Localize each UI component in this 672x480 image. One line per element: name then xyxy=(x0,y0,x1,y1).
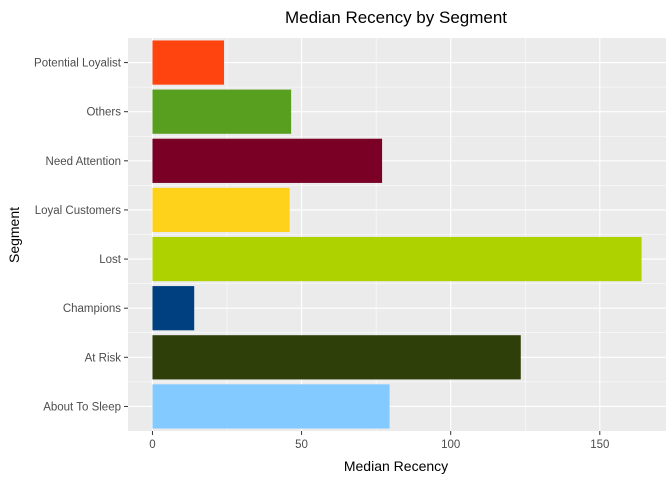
bar-at-risk xyxy=(152,335,521,380)
y-tick-label: Potential Loyalist xyxy=(34,58,122,70)
bar-about-to-sleep xyxy=(152,384,390,429)
y-tick-label: Champions xyxy=(63,303,121,315)
bar-lost xyxy=(152,236,642,282)
chart-title: Median Recency by Segment xyxy=(285,8,507,27)
y-axis-ticks: About To Sleep At Risk Champions Lost Loyal … xyxy=(34,58,128,413)
bars xyxy=(152,40,642,429)
y-tick-label: Others xyxy=(86,107,121,119)
x-tick-label: 0 xyxy=(149,439,155,451)
bar-loyal-customers xyxy=(152,187,290,233)
bar-champions xyxy=(152,286,195,331)
y-tick-label: Need Attention xyxy=(46,156,121,168)
y-tick-label: At Risk xyxy=(85,352,122,364)
x-tick-label: 100 xyxy=(441,439,460,451)
x-axis-ticks: 0 50 100 150 xyxy=(149,431,609,451)
bar-others xyxy=(152,89,292,134)
y-tick-label: Lost xyxy=(99,254,122,266)
x-tick-label: 50 xyxy=(295,439,308,451)
x-tick-label: 150 xyxy=(590,439,609,451)
y-tick-label: About To Sleep xyxy=(43,401,121,413)
bar-potential-loyalist xyxy=(152,40,225,85)
grid-minor xyxy=(128,38,666,431)
y-axis-title: Segment xyxy=(6,207,22,263)
bar-need-attention xyxy=(152,138,383,183)
y-tick-label: Loyal Customers xyxy=(35,205,122,217)
x-axis-title: Median Recency xyxy=(344,458,448,474)
